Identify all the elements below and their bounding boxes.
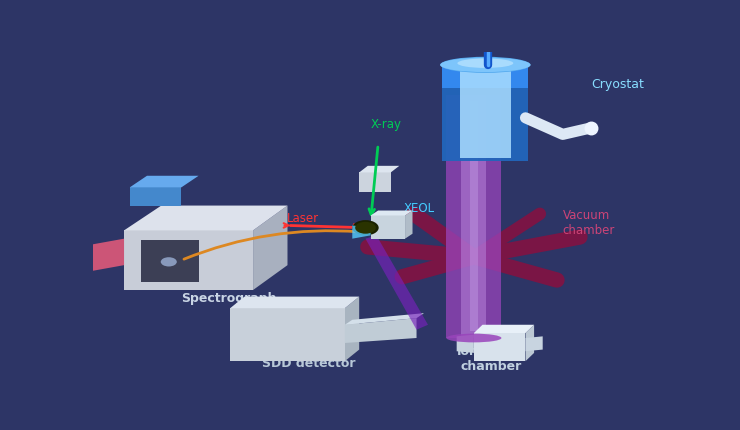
Polygon shape [470,101,478,332]
Polygon shape [253,206,287,290]
Text: Ionization
chamber: Ionization chamber [457,345,525,373]
Ellipse shape [440,58,531,72]
Polygon shape [525,336,542,351]
Text: X-ray: X-ray [371,118,402,131]
Polygon shape [130,187,181,206]
Ellipse shape [440,57,531,73]
Polygon shape [460,68,511,157]
Ellipse shape [457,58,514,68]
Polygon shape [446,95,502,338]
Text: Vacuum
chamber: Vacuum chamber [563,209,615,237]
Polygon shape [525,325,534,361]
Polygon shape [141,240,198,282]
Polygon shape [230,297,359,308]
Polygon shape [124,206,287,230]
Polygon shape [50,247,78,273]
Polygon shape [366,235,428,330]
Polygon shape [371,215,405,239]
Polygon shape [230,308,345,361]
Text: XEOL: XEOL [403,202,434,215]
Text: Laser: Laser [287,212,319,225]
Polygon shape [130,176,198,187]
Circle shape [355,222,376,234]
Text: SDD detector: SDD detector [262,357,355,370]
Polygon shape [359,172,391,192]
Polygon shape [345,318,417,343]
Ellipse shape [446,334,502,342]
Polygon shape [352,225,371,239]
Polygon shape [345,297,359,361]
Circle shape [352,220,379,235]
Polygon shape [124,230,253,290]
Polygon shape [462,95,486,338]
Polygon shape [474,325,534,333]
Polygon shape [457,335,474,353]
Polygon shape [371,211,412,215]
Circle shape [161,257,177,267]
Polygon shape [405,211,412,239]
Polygon shape [443,65,528,88]
Polygon shape [359,166,400,172]
Polygon shape [78,239,124,273]
Polygon shape [474,333,525,361]
Text: Cryostat: Cryostat [591,78,645,91]
Polygon shape [345,313,424,325]
Polygon shape [443,65,528,161]
Text: Spectrograph: Spectrograph [181,292,277,305]
